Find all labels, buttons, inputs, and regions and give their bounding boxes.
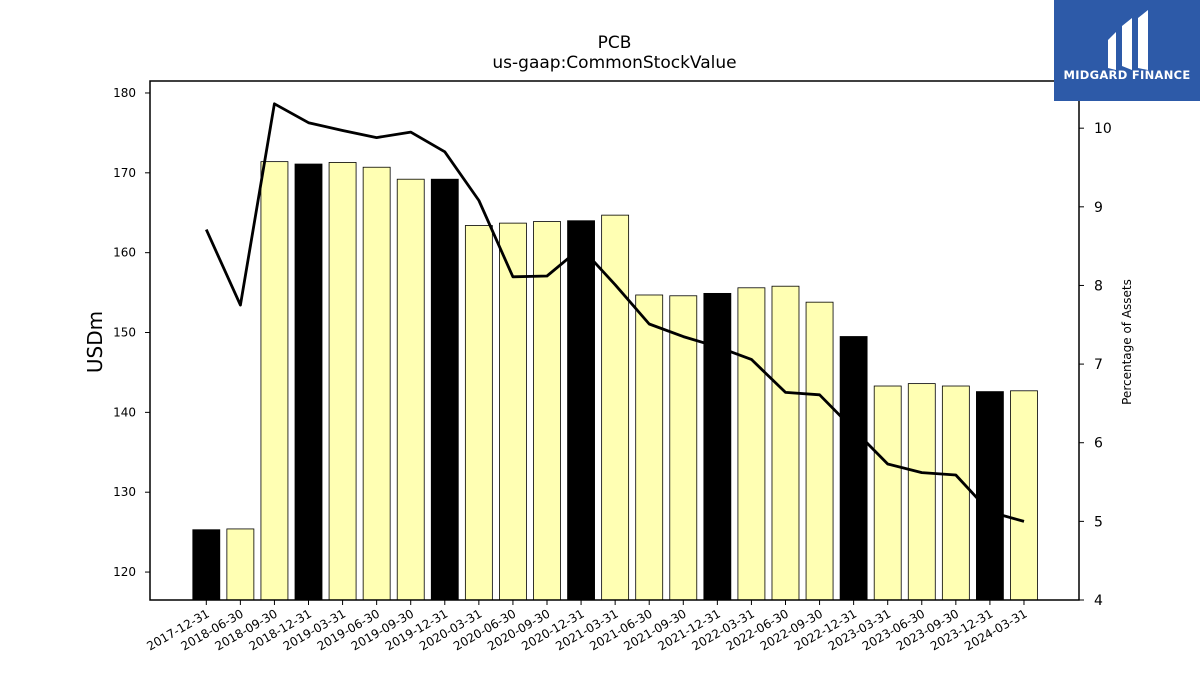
bar-2019-09-30 [396, 178, 425, 601]
y2-tick-label-6: 6 [1094, 436, 1103, 452]
bar-2023-12-31 [976, 391, 1004, 601]
bar-2020-03-31 [464, 225, 493, 601]
x-axis: 2017-12-312018-06-302018-09-302018-12-31… [144, 600, 1030, 653]
pct-assets-line [205, 102, 1025, 523]
bar-2023-09-30 [941, 385, 970, 601]
y2-tick-label-10: 10 [1094, 121, 1112, 137]
bar-2022-09-30 [805, 301, 834, 601]
bar-2019-06-30 [362, 166, 391, 601]
bar-2021-09-30 [669, 295, 698, 601]
y2-tick-label-7: 7 [1094, 357, 1103, 373]
y-axis-left: 120 130 140 150 160 170 180 [113, 86, 150, 579]
bar-2020-09-30 [533, 221, 561, 601]
bar-2020-06-30 [499, 222, 527, 601]
bar-2022-03-31 [737, 287, 766, 601]
bar-2024-03-31 [1010, 390, 1038, 601]
bar-2021-03-31 [601, 214, 630, 601]
bar-2020-12-31 [567, 220, 595, 601]
bar-2018-12-31 [294, 163, 323, 601]
y2-tick-label-9: 9 [1094, 200, 1103, 216]
brand-mark-icon [1108, 10, 1148, 70]
chart-subtitle: us-gaap:CommonStockValue [492, 53, 736, 73]
y-tick-label-150: 150 [113, 326, 136, 340]
chart-title: PCB [598, 33, 632, 53]
bar-2021-12-31 [703, 292, 732, 601]
y-tick-label-140: 140 [113, 405, 136, 419]
bar-2023-06-30 [907, 383, 936, 601]
y2-tick-label-8: 8 [1094, 278, 1103, 294]
bar-2018-09-30 [260, 161, 289, 601]
y2-tick-label-4: 4 [1094, 593, 1103, 609]
bar-2023-03-31 [873, 385, 902, 601]
bar-2019-12-31 [430, 178, 459, 601]
y2-axis-label: Percentage of Assets [1120, 279, 1134, 405]
y-tick-label-160: 160 [113, 246, 136, 260]
bar-2022-12-31 [839, 336, 868, 601]
y-axis-label: USDm [83, 311, 107, 373]
line-series [205, 102, 1025, 523]
brand-logo: MIDGARD FINANCE [1054, 0, 1200, 101]
bar-2022-06-30 [771, 285, 800, 601]
brand-name: MIDGARD FINANCE [1063, 68, 1191, 82]
bars-group [192, 161, 1038, 601]
y2-tick-label-5: 5 [1094, 514, 1103, 530]
y-tick-label-120: 120 [113, 565, 136, 579]
bar-2021-06-30 [635, 294, 664, 601]
y-tick-label-170: 170 [113, 166, 136, 180]
y-tick-label-180: 180 [113, 86, 136, 100]
y-tick-label-130: 130 [113, 485, 136, 499]
bar-2018-06-30 [226, 528, 255, 601]
y-axis-right: 4 5 6 7 8 9 10 [1079, 121, 1112, 609]
bar-2019-03-31 [328, 162, 357, 601]
plot-frame [149, 80, 1080, 601]
bar-2017-12-31 [192, 529, 221, 601]
